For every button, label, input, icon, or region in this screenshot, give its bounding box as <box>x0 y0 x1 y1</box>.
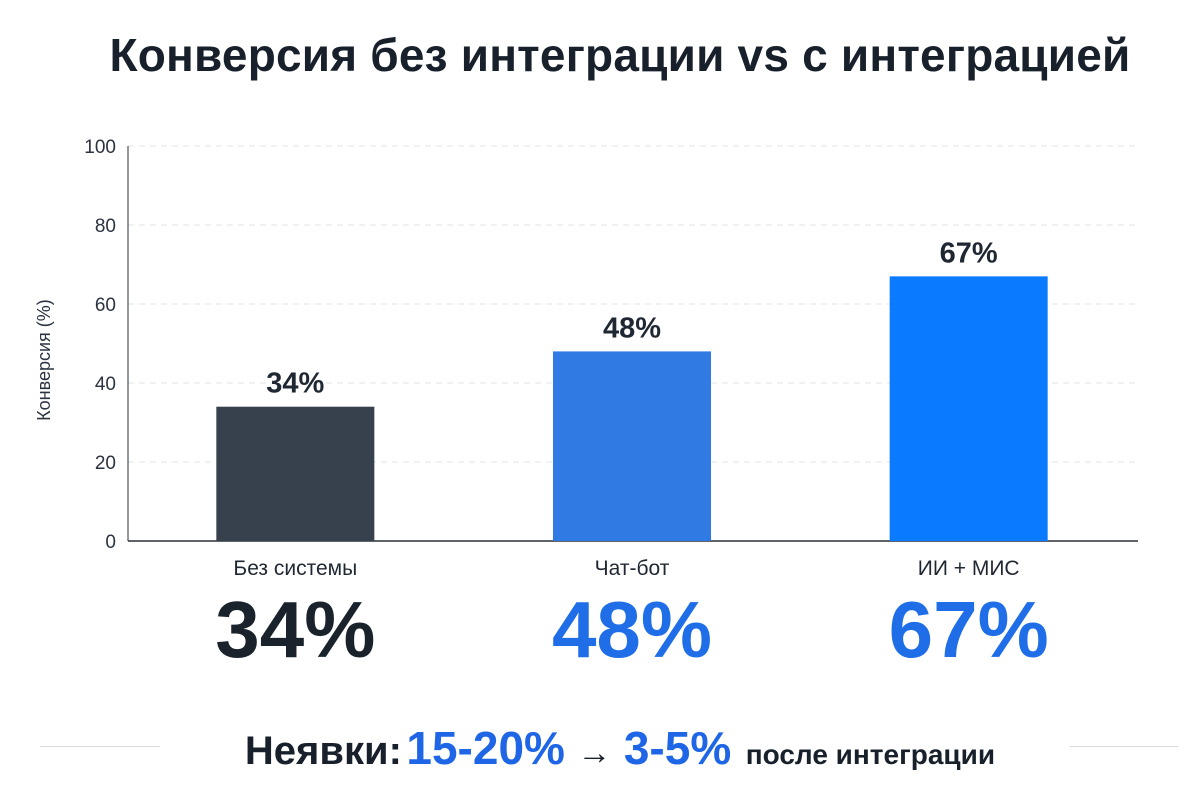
bar <box>553 351 711 541</box>
footer-after-value: 3-5% <box>623 722 732 774</box>
x-category-label: Чат-бот <box>595 557 670 580</box>
x-category-label: Без системы <box>233 557 357 580</box>
summary-value: 34% <box>215 585 376 674</box>
y-tick-label: 0 <box>105 532 116 553</box>
y-axis-ticks: 0 20 40 60 80 100 <box>84 137 116 553</box>
footer-divider-left <box>40 746 160 747</box>
y-tick-label: 60 <box>95 295 116 316</box>
bar-value-label: 67% <box>940 237 998 269</box>
y-tick-label: 40 <box>95 374 116 395</box>
footer-suffix: после интеграции <box>745 739 996 770</box>
bar <box>216 406 375 541</box>
y-tick-label: 80 <box>95 216 116 237</box>
bar-value-label: 34% <box>266 368 324 400</box>
footer-text: Неявки: 15-20% → 3-5% после интеграции <box>0 716 1200 792</box>
chart-title: Конверсия без интеграции vs с интеграцие… <box>109 29 1131 81</box>
x-category-label: ИИ + МИС <box>918 557 1020 580</box>
bar-value-label: 48% <box>603 312 661 344</box>
footer-label: Неявки: <box>244 729 402 773</box>
no-show-footer: Неявки: 15-20% → 3-5% после интеграции <box>0 716 1200 780</box>
footer-divider-right <box>1070 746 1178 747</box>
y-axis-label: Конверсия (%) <box>34 299 54 421</box>
bar <box>889 276 1048 541</box>
footer-before-value: 15-20% <box>406 722 565 774</box>
summary-value: 67% <box>888 585 1049 674</box>
bars: 34% Без системы 48% Чат-бот 67% ИИ + МИС <box>216 237 1048 580</box>
y-tick-label: 100 <box>84 137 116 158</box>
summary-value: 48% <box>551 585 713 674</box>
footer-arrow: → <box>577 734 612 772</box>
y-tick-label: 20 <box>95 453 116 474</box>
